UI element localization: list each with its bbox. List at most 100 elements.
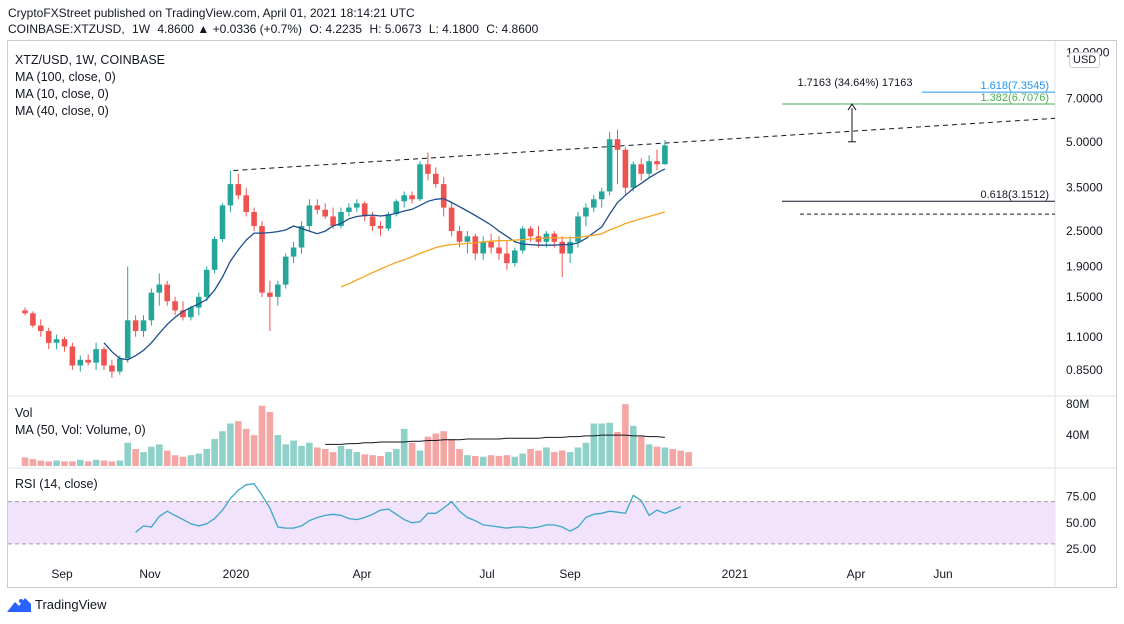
candle-body: [77, 359, 84, 366]
price-tick-label: 2.5000: [1066, 224, 1103, 238]
volume-ma-legend: MA (50, Vol: Volume, 0): [15, 423, 146, 437]
rsi-tick-label: 25.00: [1066, 542, 1096, 556]
volume-bar: [353, 452, 361, 466]
volume-legend-title: Vol: [15, 406, 33, 420]
volume-bar: [148, 446, 155, 466]
footer[interactable]: TradingView: [7, 597, 107, 612]
candle-body: [433, 173, 439, 185]
volume-bar: [242, 428, 250, 466]
symbol-label: COINBASE:XTZUSD,: [8, 22, 125, 36]
candle-body: [61, 339, 68, 347]
candle-body: [211, 239, 218, 270]
volume-bar: [606, 422, 613, 466]
candle-body: [109, 365, 115, 372]
x-tick-label: Sep: [559, 567, 581, 581]
volume-bar: [377, 455, 384, 466]
volume-bar: [543, 447, 550, 466]
candle-body: [164, 284, 170, 302]
tradingview-logo-icon: [7, 597, 31, 612]
candle-body: [488, 241, 494, 248]
publisher-line: CryptoFXStreet published on TradingView.…: [8, 6, 415, 20]
candle-body: [456, 231, 463, 242]
volume-bar: [250, 435, 258, 466]
high-value: H: 5.0673: [369, 22, 422, 36]
candle-body: [622, 149, 629, 188]
volume-bar: [314, 447, 321, 466]
x-tick-label: Jul: [479, 567, 494, 581]
volume-bar: [653, 446, 661, 466]
volume-legend: Vol MA (50, Vol: Volume, 0): [15, 405, 146, 439]
candle-body: [354, 203, 360, 208]
low-value: L: 4.1800: [428, 22, 479, 36]
candle-body: [69, 346, 76, 366]
volume-bar: [558, 450, 566, 466]
candle-body: [504, 253, 510, 264]
candle-body: [559, 241, 565, 254]
change-label: 4.8600 ▲ +0.0336 (+0.7%): [157, 22, 303, 36]
candle-body: [306, 205, 313, 226]
volume-bar: [100, 460, 108, 466]
close-value: C: 4.8600: [486, 22, 539, 36]
volume-bar: [132, 449, 139, 466]
candle-body: [132, 320, 139, 332]
ma10-line: [103, 168, 666, 361]
currency-badge[interactable]: USD: [1069, 52, 1101, 68]
volume-bar: [630, 425, 637, 466]
volume-bar: [298, 445, 305, 466]
footer-brand: TradingView: [35, 597, 107, 612]
ma100-legend: MA (100, close, 0): [15, 70, 116, 84]
volume-bar: [393, 449, 400, 466]
volume-bar: [661, 447, 669, 466]
price-tick-label: 0.8500: [1066, 363, 1103, 377]
volume-bar: [472, 455, 479, 466]
candle-body: [124, 320, 131, 359]
volume-bar: [385, 452, 392, 466]
candle-body: [203, 269, 210, 297]
candle-body: [322, 209, 328, 217]
candle-body: [361, 203, 368, 217]
volume-bar: [235, 421, 242, 466]
x-tick-label: Sep: [51, 567, 73, 581]
volume-bar: [329, 452, 337, 466]
fib-level-label: 0.618(3.1512): [981, 189, 1050, 201]
candle-body: [38, 325, 44, 332]
candle-body: [464, 236, 471, 242]
chart-frame: [7, 40, 1117, 588]
candle-body: [409, 195, 415, 200]
candle-body: [148, 292, 155, 321]
candle-body: [448, 207, 455, 232]
volume-bar: [345, 449, 353, 466]
volume-bar: [448, 438, 455, 466]
candle-body: [156, 284, 163, 293]
volume-bar: [61, 461, 68, 466]
candle-body: [662, 145, 668, 165]
rsi-band: [8, 501, 1055, 544]
candle-body: [385, 214, 392, 229]
candle-body: [393, 201, 400, 215]
candle-body: [614, 139, 621, 150]
candle-body: [85, 359, 91, 363]
volume-bar: [156, 444, 163, 466]
candle-body: [251, 211, 257, 226]
volume-bar: [582, 442, 590, 466]
volume-bar: [432, 433, 440, 466]
volume-bar: [140, 452, 147, 466]
volume-bar: [456, 449, 463, 466]
candle-body: [219, 205, 226, 240]
ma40-legend: MA (40, close, 0): [15, 104, 109, 118]
candle-body: [188, 307, 194, 318]
candle-body: [606, 139, 613, 192]
candle-body: [575, 216, 581, 242]
price-legend-title: XTZ/USD, 1W, COINBASE: [15, 53, 166, 67]
volume-bar: [566, 452, 574, 466]
candle-body: [267, 292, 273, 297]
volume-bar: [321, 449, 329, 466]
price-legend: XTZ/USD, 1W, COINBASE MA (100, close, 0)…: [15, 52, 165, 120]
price-tick-label: 1.5000: [1066, 290, 1103, 304]
x-tick-label: Nov: [139, 567, 160, 581]
rsi-line: [135, 483, 681, 533]
rsi-legend: RSI (14, close): [15, 476, 98, 493]
volume-bar: [195, 453, 203, 466]
x-tick-label: Apr: [353, 567, 372, 581]
